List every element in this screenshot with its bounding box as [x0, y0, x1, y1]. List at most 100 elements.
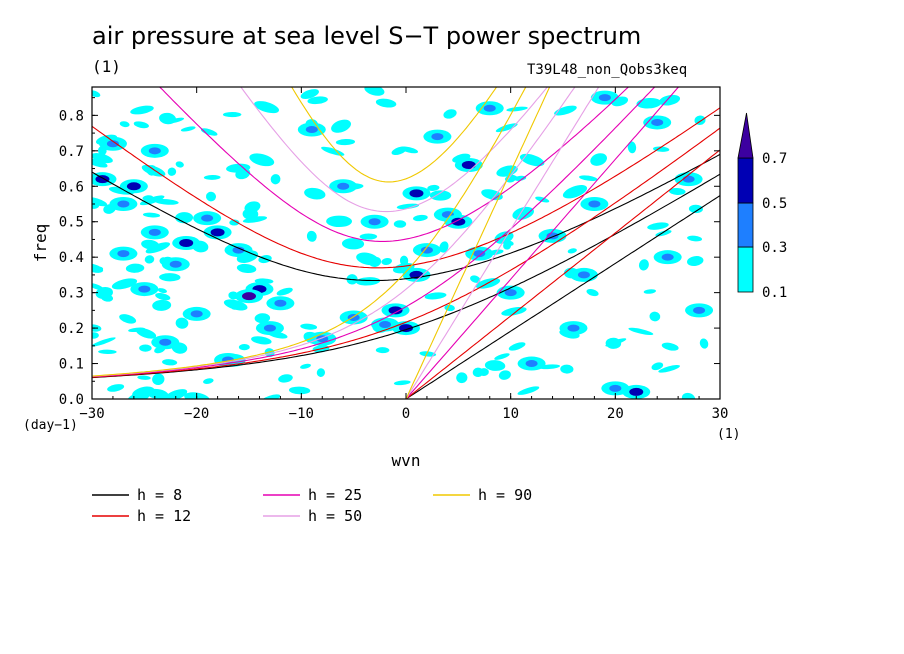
- heat-speckle: [331, 119, 352, 133]
- heat-patch-peak: [412, 190, 421, 196]
- heat-patch-core: [598, 94, 611, 102]
- chart-title: air pressure at sea level S−T power spec…: [92, 22, 642, 50]
- heat-speckle: [278, 374, 293, 383]
- colorbar-segment: [737, 157, 754, 204]
- heat-speckle: [145, 242, 171, 254]
- heat-speckle: [92, 90, 101, 98]
- colorbar-label: 0.1: [762, 285, 787, 301]
- heat-speckle: [254, 101, 280, 114]
- heat-patch-peak: [245, 293, 253, 299]
- heat-speckle: [484, 360, 506, 371]
- heat-patch-core: [159, 338, 172, 346]
- heat-patch-peak: [129, 183, 138, 189]
- y-tick-label: 0.3: [59, 286, 84, 302]
- dispersion-curve-ig: [240, 87, 549, 213]
- dispersion-curve-ig: [92, 107, 720, 269]
- heat-speckle: [627, 141, 637, 154]
- heat-speckle: [249, 153, 275, 167]
- heat-speckle: [155, 293, 171, 301]
- heat-speckle: [429, 190, 452, 201]
- heat-patch-peak: [632, 389, 641, 395]
- dispersion-curve-ig: [92, 153, 720, 282]
- heat-speckle: [142, 195, 154, 201]
- heat-speckle: [456, 372, 468, 384]
- dispersion-curve-kelvin: [405, 87, 680, 399]
- heat-speckle: [375, 98, 397, 108]
- x-tick-label: −10: [289, 406, 314, 422]
- heat-patch-core: [263, 324, 276, 332]
- heat-patch-core: [609, 384, 622, 392]
- heat-speckle: [203, 378, 214, 385]
- dispersion-curve-kelvin: [405, 87, 600, 399]
- y-axis-unit: (day−1): [23, 418, 78, 433]
- colorbar-segment: [737, 202, 754, 248]
- heat-speckle: [119, 121, 130, 128]
- heat-speckle: [175, 212, 194, 224]
- heat-speckle: [413, 214, 428, 222]
- y-axis-label: freq: [31, 224, 50, 263]
- heat-speckle: [164, 389, 188, 399]
- heat-speckle: [364, 87, 385, 96]
- heat-speckle: [636, 97, 662, 109]
- x-tick-label: 10: [502, 406, 519, 422]
- heat-speckle: [512, 206, 535, 220]
- heat-speckle: [254, 313, 271, 324]
- heat-speckle: [98, 349, 117, 354]
- heat-patch-core: [148, 147, 161, 155]
- heat-speckle: [92, 153, 113, 164]
- heat-speckle: [470, 275, 481, 283]
- y-tick-label: 0.7: [59, 144, 84, 160]
- heat-speckle: [92, 337, 116, 347]
- heat-patch-core: [138, 285, 151, 293]
- heat-patch-core: [588, 200, 601, 208]
- heat-speckle: [288, 386, 311, 395]
- heat-speckle: [92, 332, 99, 339]
- heat-speckle: [119, 314, 137, 324]
- heat-speckle: [307, 96, 328, 105]
- heat-speckle: [125, 263, 145, 273]
- heat-patch-core: [525, 360, 538, 368]
- heat-speckle: [300, 363, 311, 369]
- x-tick-label: 0: [402, 406, 410, 422]
- dispersion-curve-kelvin: [405, 195, 720, 399]
- heat-speckle: [638, 259, 649, 271]
- heat-speckle: [647, 222, 669, 230]
- y-tick-label: 0.5: [59, 215, 84, 231]
- heat-speckle: [424, 292, 447, 300]
- heat-patch-peak: [213, 229, 222, 235]
- heat-speckle: [167, 117, 185, 124]
- heat-speckle: [628, 327, 654, 336]
- heat-speckle: [242, 216, 268, 223]
- heat-speckle: [517, 386, 540, 395]
- plot-area: [92, 87, 720, 399]
- heat-speckle: [652, 146, 670, 152]
- heat-speckle: [300, 323, 318, 330]
- heat-speckle: [567, 248, 577, 254]
- x-tick-label: −30: [79, 406, 104, 422]
- heat-speckle: [157, 288, 167, 294]
- heat-speckle: [359, 233, 378, 240]
- colorbar-label: 0.3: [762, 240, 787, 256]
- dispersion-curve-kelvin: [405, 149, 720, 399]
- heat-patch-core: [431, 133, 444, 141]
- heat-speckle: [175, 317, 189, 329]
- heat-speckle: [159, 112, 176, 125]
- heat-patch-core: [473, 250, 486, 258]
- heat-speckle: [144, 255, 155, 264]
- heat-speckle: [222, 111, 242, 118]
- x-axis-unit: (1): [717, 427, 740, 442]
- heat-speckle: [300, 89, 319, 99]
- run-name: T39L48_non_Qobs3keq: [527, 62, 688, 78]
- heat-patch-core: [577, 271, 590, 279]
- dispersion-curve-mrg: [92, 127, 720, 378]
- heat-speckle: [579, 175, 598, 182]
- heat-speckle: [236, 263, 257, 274]
- heat-speckle: [139, 344, 152, 352]
- dispersion-curve-mrg: [92, 173, 720, 379]
- heat-speckle: [162, 359, 178, 366]
- heat-patch-core: [693, 306, 706, 314]
- heat-speckle: [649, 311, 661, 322]
- heat-speckle: [111, 278, 138, 290]
- heat-patch-core: [117, 250, 130, 258]
